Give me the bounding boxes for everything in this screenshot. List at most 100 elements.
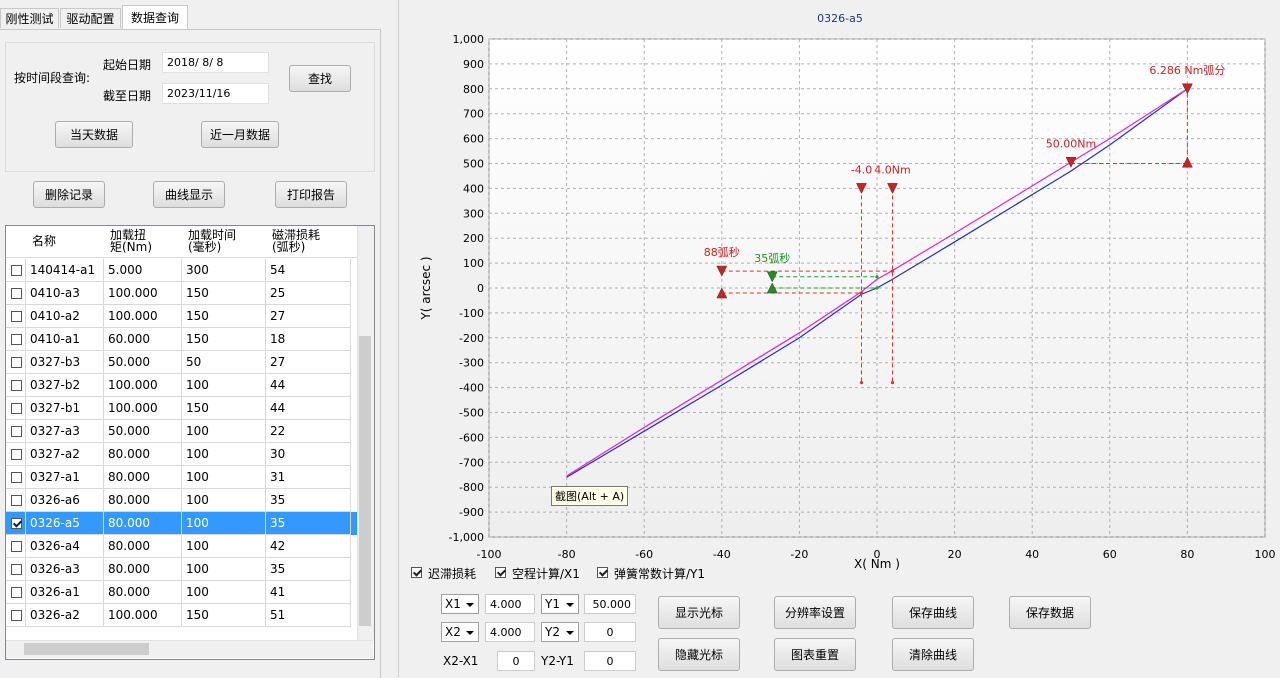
data-line — [566, 88, 1188, 477]
option-checkbox[interactable] — [597, 567, 608, 578]
guide-end — [890, 381, 895, 385]
dy-value[interactable]: 0 — [584, 651, 636, 671]
resolution-button[interactable]: 分辨率设置 — [774, 596, 856, 629]
row-checkbox[interactable] — [11, 265, 22, 276]
table-row[interactable]: 0327-a1 80.000 100 31 — [6, 466, 357, 489]
curve-button[interactable]: 曲线显示 — [153, 181, 225, 208]
cell: 0327-b1 — [26, 397, 104, 420]
cell: 80.000 — [104, 466, 182, 489]
table-row[interactable]: 0327-b1 100.000 150 44 — [6, 397, 357, 420]
table-row[interactable]: 0410-a2 100.000 150 27 — [6, 305, 357, 328]
print-button[interactable]: 打印报告 — [275, 181, 347, 208]
cursor-marker — [766, 271, 778, 283]
save-curve-button[interactable]: 保存曲线 — [892, 596, 974, 629]
cell: 150 — [182, 305, 266, 328]
cell: 100 — [182, 558, 266, 581]
cell — [6, 443, 26, 466]
delete-button[interactable]: 删除记录 — [33, 181, 105, 208]
x1-select[interactable]: X1 — [441, 594, 479, 614]
y2-select[interactable]: Y2 — [541, 622, 579, 642]
row-checkbox[interactable] — [11, 403, 22, 414]
table-row[interactable]: 0326-a3 80.000 100 35 — [6, 558, 357, 581]
cell: 80.000 — [104, 581, 182, 604]
splitter — [398, 0, 399, 677]
cell — [6, 305, 26, 328]
cell: 44 — [266, 374, 351, 397]
cell: 50 — [182, 351, 266, 374]
row-checkbox[interactable] — [11, 449, 22, 460]
cursor-guide — [1071, 88, 1188, 164]
cell: 27 — [266, 305, 351, 328]
hide-cursor-button[interactable]: 隐藏光标 — [658, 638, 740, 671]
cursor-label: 4.0Nm — [874, 163, 910, 176]
y2-value[interactable]: 0 — [584, 622, 636, 642]
table-row[interactable]: 0327-b3 50.000 50 27 — [6, 351, 357, 374]
x1-value[interactable]: 4.000 — [485, 594, 535, 614]
dx-value[interactable]: 0 — [497, 651, 535, 671]
cell: 80.000 — [104, 535, 182, 558]
today-button[interactable]: 当天数据 — [55, 121, 133, 148]
option-checkbox[interactable] — [411, 567, 422, 578]
row-checkbox[interactable] — [11, 541, 22, 552]
y-tick-label: 100 — [463, 257, 484, 270]
x2-select[interactable]: X2 — [441, 622, 479, 642]
cell: 42 — [266, 535, 351, 558]
tab[interactable]: 驱动配置 — [60, 8, 121, 28]
tab[interactable]: 刚性测试 — [0, 8, 59, 28]
row-checkbox[interactable] — [11, 311, 22, 322]
table-row[interactable]: 0410-a1 60.000 150 18 — [6, 328, 357, 351]
h-scroll-thumb[interactable] — [24, 643, 149, 655]
show-cursor-button[interactable]: 显示光标 — [658, 596, 740, 629]
option-label: 空程计算/X1 — [512, 567, 580, 581]
cell: 50.000 — [104, 420, 182, 443]
table-row[interactable]: 0410-a3 100.000 150 25 — [6, 282, 357, 305]
clear-curve-button[interactable]: 清除曲线 — [892, 638, 974, 671]
row-checkbox[interactable] — [11, 610, 22, 621]
y-tick-label: 0 — [477, 282, 484, 295]
row-checkbox[interactable] — [11, 518, 22, 529]
x2-value[interactable]: 4.000 — [485, 622, 535, 642]
option-label: 迟滞损耗 — [428, 567, 477, 581]
table-row[interactable]: 0327-a2 80.000 100 30 — [6, 443, 357, 466]
row-checkbox[interactable] — [11, 288, 22, 299]
row-checkbox[interactable] — [11, 587, 22, 598]
v-scroll-thumb[interactable] — [359, 336, 371, 626]
row-checkbox[interactable] — [11, 564, 22, 575]
column-header: 加载扭 矩(Nm) — [110, 229, 152, 253]
table-row[interactable]: 0327-a3 50.000 100 22 — [6, 420, 357, 443]
find-button[interactable]: 查找 — [289, 65, 351, 92]
table-row[interactable]: 0326-a1 80.000 100 41 — [6, 581, 357, 604]
save-data-button[interactable]: 保存数据 — [1009, 596, 1091, 629]
row-checkbox[interactable] — [11, 495, 22, 506]
cell: 100.000 — [104, 374, 182, 397]
row-checkbox[interactable] — [11, 380, 22, 391]
cell: 300 — [182, 259, 266, 282]
tab-active[interactable]: 数据查询 — [122, 5, 188, 29]
row-checkbox[interactable] — [11, 334, 22, 345]
row-checkbox[interactable] — [11, 426, 22, 437]
table-row[interactable]: 0326-a2 100.000 150 51 — [6, 604, 357, 627]
header-line: 加载扭 — [110, 228, 147, 242]
reset-chart-button[interactable]: 图表重置 — [774, 638, 856, 671]
cell: 100.000 — [104, 397, 182, 420]
table-row[interactable]: 140414-a1 5.000 300 54 — [6, 259, 357, 282]
option-checkbox[interactable] — [495, 567, 506, 578]
header-line: 名称 — [32, 234, 57, 248]
cursor-marker — [1065, 157, 1077, 168]
cell: 0327-b2 — [26, 374, 104, 397]
cell — [6, 397, 26, 420]
y1-select[interactable]: Y1 — [541, 594, 579, 614]
table-row[interactable]: 0326-a5 80.000 100 35 — [6, 512, 357, 535]
y-tick-label: 600 — [463, 133, 484, 146]
table-row[interactable]: 0327-b2 100.000 100 44 — [6, 374, 357, 397]
row-checkbox[interactable] — [11, 472, 22, 483]
month-button[interactable]: 近一月数据 — [201, 121, 279, 148]
table-row[interactable]: 0326-a6 80.000 100 35 — [6, 489, 357, 512]
cell: 54 — [266, 259, 351, 282]
end-date[interactable]: 2023/11/16 — [162, 83, 269, 104]
row-checkbox[interactable] — [11, 357, 22, 368]
start-date[interactable]: 2018/ 8/ 8 — [162, 52, 269, 73]
y-tick-label: 900 — [463, 58, 484, 71]
y1-value[interactable]: 50.000 — [584, 594, 636, 614]
table-row[interactable]: 0326-a4 80.000 100 42 — [6, 535, 357, 558]
